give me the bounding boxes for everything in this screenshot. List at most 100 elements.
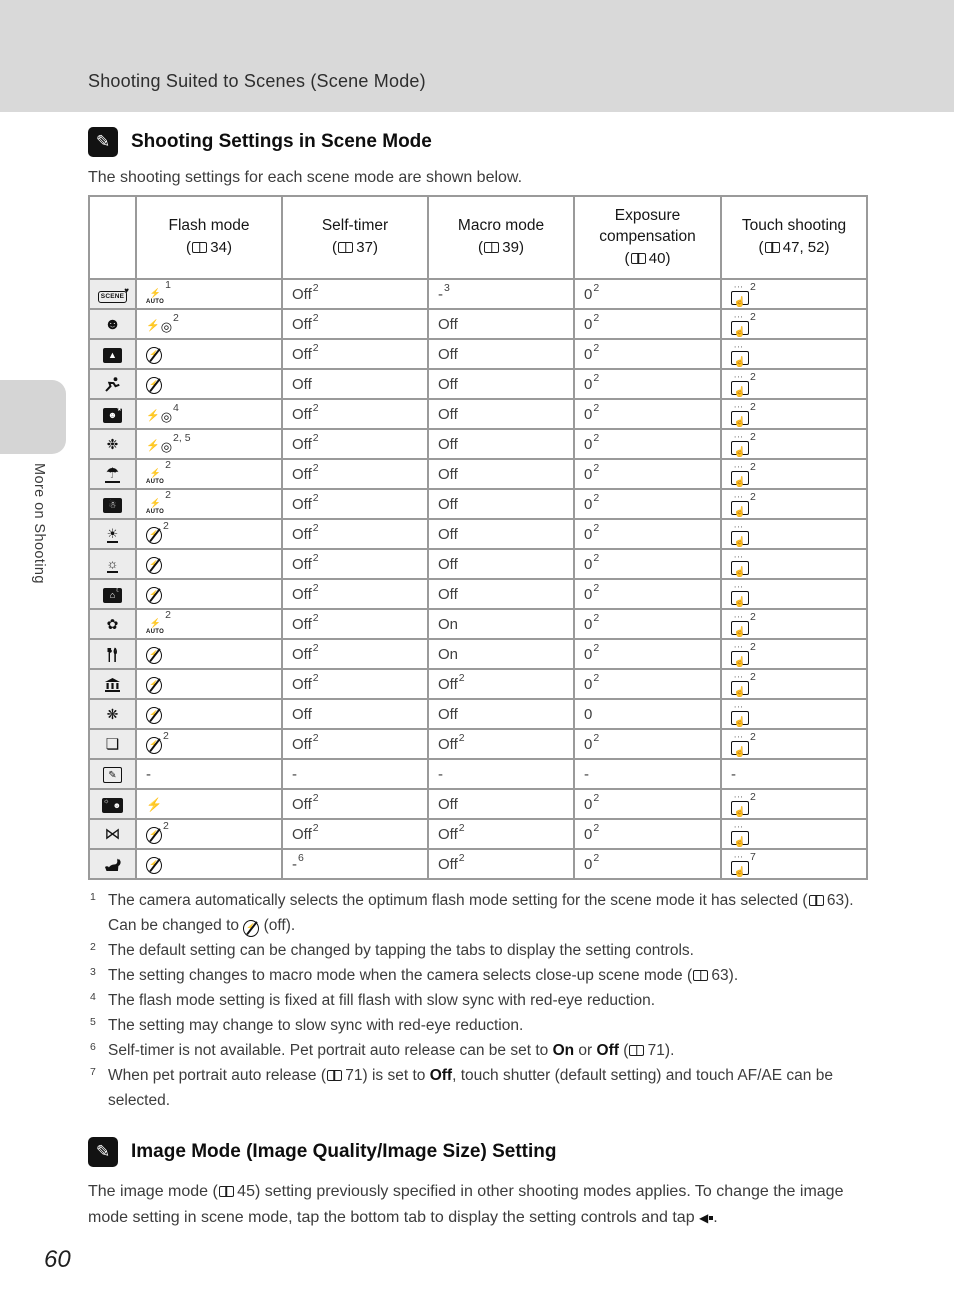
fireworks-show-touch: ∙∙∙ ☝ bbox=[720, 698, 868, 730]
page-header-title: Shooting Suited to Scenes (Scene Mode) bbox=[88, 71, 426, 91]
black-and-white-copy-touch: ∙∙∙ ☝ 2 bbox=[720, 728, 868, 760]
sunset-touch: ∙∙∙ ☝ bbox=[720, 518, 868, 550]
dusk-dawn-macro: Off bbox=[427, 548, 575, 580]
table-row-night-portrait: ☻ ★ ⚡ ◎ 4 Off2 Off 02 ∙∙∙ ☝ 2 bbox=[88, 398, 868, 430]
sports-macro: Off bbox=[427, 368, 575, 400]
sunset-icon: ☀ bbox=[106, 526, 119, 543]
sports-flash: ⚡ bbox=[135, 368, 283, 400]
column-header-self-timer: Self-timer( 37) bbox=[281, 195, 429, 280]
section-image-mode-title: Image Mode (Image Quality/Image Size) Se… bbox=[131, 1141, 557, 1162]
footnote-1: 1 The camera automatically selects the op… bbox=[88, 888, 866, 938]
sunset-macro: Off bbox=[427, 518, 575, 550]
night-portrait-macro: Off bbox=[427, 398, 575, 430]
footnote-7: 7 When pet portrait auto release ( 71) is… bbox=[90, 1066, 833, 1109]
landscape-cell: ▲ bbox=[88, 338, 137, 370]
close-up-icon: ✿ bbox=[106, 615, 119, 632]
note-icon: ✎ bbox=[88, 1137, 118, 1167]
table-row-beach: ☂ ⚡ AUTO 2 Off2 Off 02 ∙∙∙ ☝ 2 bbox=[88, 458, 868, 490]
flash-auto-icon: ⚡ AUTO bbox=[146, 468, 165, 486]
book-icon bbox=[630, 252, 646, 264]
drawing-icon: ✎ bbox=[103, 767, 122, 784]
footnote-6: 6 Self-timer is not available. Pet portra… bbox=[90, 1041, 675, 1059]
column-header-scene-icon bbox=[88, 195, 137, 280]
table-row-party-indoor: ❉ ⚡ ◎ 2, 5 Off2 Off 02 ∙∙∙ ☝ 2 bbox=[88, 428, 868, 460]
intro-text: The shooting settings for each scene mod… bbox=[88, 169, 523, 186]
sports-icon bbox=[105, 377, 120, 392]
book-icon bbox=[764, 242, 780, 254]
scene-auto-selector-self-timer: Off2 bbox=[281, 278, 429, 310]
backlighting-self-timer: Off2 bbox=[281, 788, 429, 820]
party-indoor-macro: Off bbox=[427, 428, 575, 460]
table-row-food: ⚡ Off2 On 02 ∙∙∙ ☝ 2 bbox=[88, 638, 868, 670]
flash-red-eye-icon: ⚡ ◎ bbox=[146, 408, 173, 424]
chapter-tab bbox=[0, 380, 66, 454]
landscape-flash: ⚡ bbox=[135, 338, 283, 370]
food-macro: On bbox=[427, 638, 575, 670]
night-portrait-cell: ☻ ★ bbox=[88, 398, 137, 430]
fireworks-show-icon: ❋ bbox=[106, 705, 119, 722]
party-indoor-self-timer: Off2 bbox=[281, 428, 429, 460]
touch-shooting-icon: ∙∙∙ ☝ bbox=[731, 462, 749, 487]
flash-off-icon: ⚡ bbox=[243, 919, 260, 937]
flash-off-icon: ⚡ bbox=[146, 856, 162, 874]
book-icon bbox=[484, 242, 500, 254]
beach-flash: ⚡ AUTO 2 bbox=[135, 458, 283, 490]
black-and-white-copy-macro: Off2 bbox=[427, 728, 575, 760]
pet-portrait-icon bbox=[105, 858, 121, 872]
image-mode-paragraph: The image mode ( 45) setting previously … bbox=[88, 1183, 844, 1226]
scene-auto-selector-touch: ∙∙∙ ☝ 2 bbox=[720, 278, 868, 310]
table-row-dusk-dawn: ☼ ⚡ Off2 Off 02 ∙∙∙ ☝ bbox=[88, 548, 868, 580]
scene-auto-selector-cell: SCENE ♥ bbox=[88, 278, 137, 310]
party-indoor-exposure: 02 bbox=[573, 428, 722, 460]
beach-macro: Off bbox=[427, 458, 575, 490]
night-landscape-cell: ⌂ ☾ bbox=[88, 578, 137, 610]
touch-shooting-icon: ∙∙∙ ☝ bbox=[731, 552, 749, 577]
pet-portrait-macro: Off2 bbox=[427, 848, 575, 880]
close-up-macro: On bbox=[427, 608, 575, 640]
flash-red-eye-icon: ⚡ ◎ bbox=[146, 318, 173, 334]
night-landscape-exposure: 02 bbox=[573, 578, 722, 610]
flash-auto-icon: ⚡ AUTO bbox=[146, 288, 165, 306]
landscape-self-timer: Off2 bbox=[281, 338, 429, 370]
touch-shooting-icon: ∙∙∙ ☝ bbox=[731, 312, 749, 337]
scene-settings-table: Flash mode( 34) Self-timer( 37) Macro mode… bbox=[88, 195, 868, 880]
flash-auto-icon: ⚡ AUTO bbox=[146, 618, 165, 636]
touch-shooting-icon: ∙∙∙ ☝ bbox=[731, 732, 749, 757]
panorama-assist-exposure: 02 bbox=[573, 818, 722, 850]
sports-exposure: 02 bbox=[573, 368, 722, 400]
book-icon bbox=[808, 895, 824, 906]
flash-fill-icon: ⚡ bbox=[146, 796, 163, 812]
party-indoor-cell: ❉ bbox=[88, 428, 137, 460]
flash-off-icon: ⚡ bbox=[146, 706, 162, 724]
landscape-touch: ∙∙∙ ☝ bbox=[720, 338, 868, 370]
table-row-panorama-assist: ⋈ ⚡2 Off2 Off2 02 ∙∙∙ ☝ bbox=[88, 818, 868, 850]
black-and-white-copy-icon: ❏ bbox=[105, 735, 120, 753]
portrait-self-timer: Off2 bbox=[281, 308, 429, 340]
dusk-dawn-cell: ☼ bbox=[88, 548, 137, 580]
dusk-dawn-exposure: 02 bbox=[573, 548, 722, 580]
backlighting-macro: Off bbox=[427, 788, 575, 820]
touch-shooting-icon: ∙∙∙ ☝ bbox=[731, 522, 749, 547]
snow-touch: ∙∙∙ ☝ 2 bbox=[720, 488, 868, 520]
table-row-night-landscape: ⌂ ☾ ⚡ Off2 Off 02 ∙∙∙ ☝ bbox=[88, 578, 868, 610]
touch-shooting-icon: ∙∙∙ ☝ bbox=[731, 702, 749, 727]
table-row-fireworks-show: ❋ ⚡ Off Off 0 ∙∙∙ ☝ bbox=[88, 698, 868, 730]
panorama-assist-icon: ⋈ bbox=[104, 825, 121, 843]
pet-portrait-touch: ∙∙∙ ☝ 7 bbox=[720, 848, 868, 880]
flash-off-icon: ⚡ bbox=[146, 556, 162, 574]
flash-off-icon: ⚡ bbox=[146, 736, 162, 754]
museum-self-timer: Off2 bbox=[281, 668, 429, 700]
portrait-flash: ⚡ ◎ 2 bbox=[135, 308, 283, 340]
touch-shooting-icon: ∙∙∙ ☝ bbox=[731, 642, 749, 667]
party-indoor-flash: ⚡ ◎ 2, 5 bbox=[135, 428, 283, 460]
party-indoor-icon: ❉ bbox=[106, 435, 119, 452]
snow-exposure: 02 bbox=[573, 488, 722, 520]
sunset-exposure: 02 bbox=[573, 518, 722, 550]
pet-portrait-exposure: 02 bbox=[573, 848, 722, 880]
drawing-flash: - bbox=[135, 758, 283, 790]
backlighting-exposure: 02 bbox=[573, 788, 722, 820]
landscape-macro: Off bbox=[427, 338, 575, 370]
touch-shooting-icon: ∙∙∙ ☝ bbox=[731, 342, 749, 367]
fireworks-show-exposure: 0 bbox=[573, 698, 722, 730]
table-row-snow: ☃ ⚡ AUTO 2 Off2 Off 02 ∙∙∙ ☝ 2 bbox=[88, 488, 868, 520]
